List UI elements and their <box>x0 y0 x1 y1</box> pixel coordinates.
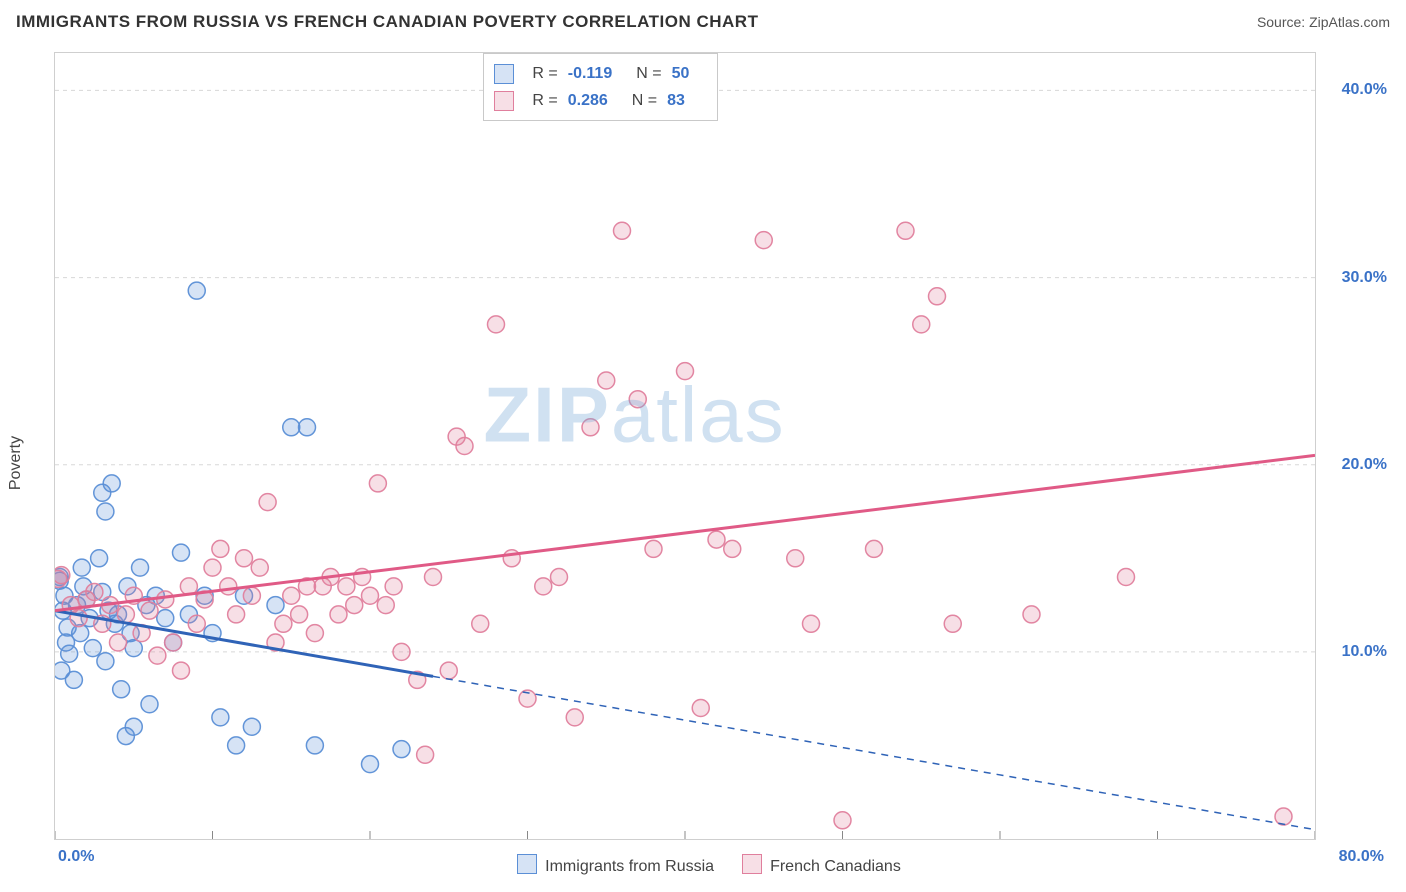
legend-swatch <box>517 854 537 874</box>
stats-legend-row: R = -0.119 N = 50 <box>494 60 703 87</box>
legend-label: Immigrants from Russia <box>545 858 714 875</box>
stat-r-value: 0.286 <box>568 87 608 114</box>
scatter-plot-svg <box>55 53 1315 839</box>
chart-container: Poverty ZIPatlas R = -0.119N = 50R = 0.2… <box>22 44 1396 882</box>
y-tick-label: 10.0% <box>1342 643 1387 661</box>
plot-area: ZIPatlas R = -0.119N = 50R = 0.286N = 83… <box>54 52 1316 840</box>
series-legend: Immigrants from Russia French Canadians <box>22 854 1396 876</box>
stat-r-label: R = <box>532 60 557 87</box>
legend-label: French Canadians <box>770 858 901 875</box>
stats-legend: R = -0.119 N = 50 R = 0.286 N = 83 <box>483 53 718 121</box>
legend-swatch <box>742 854 762 874</box>
y-tick-label: 40.0% <box>1342 81 1387 99</box>
stat-r-label: R = <box>532 87 557 114</box>
stat-n-label: N = <box>632 87 657 114</box>
stat-n-label: N = <box>636 60 661 87</box>
stats-legend-row: R = 0.286 N = 83 <box>494 87 703 114</box>
stat-n-value: 50 <box>672 60 690 87</box>
chart-source: Source: ZipAtlas.com <box>1257 14 1390 30</box>
legend-item: Immigrants from Russia <box>517 854 714 876</box>
legend-swatch <box>494 91 514 111</box>
legend-item: French Canadians <box>742 854 901 876</box>
stat-r-value: -0.119 <box>568 60 612 87</box>
y-tick-label: 20.0% <box>1342 456 1387 474</box>
chart-title: IMMIGRANTS FROM RUSSIA VS FRENCH CANADIA… <box>16 12 758 32</box>
y-axis-label: Poverty <box>7 436 25 490</box>
y-tick-label: 30.0% <box>1342 269 1387 287</box>
stat-n-value: 83 <box>667 87 685 114</box>
legend-swatch <box>494 64 514 84</box>
